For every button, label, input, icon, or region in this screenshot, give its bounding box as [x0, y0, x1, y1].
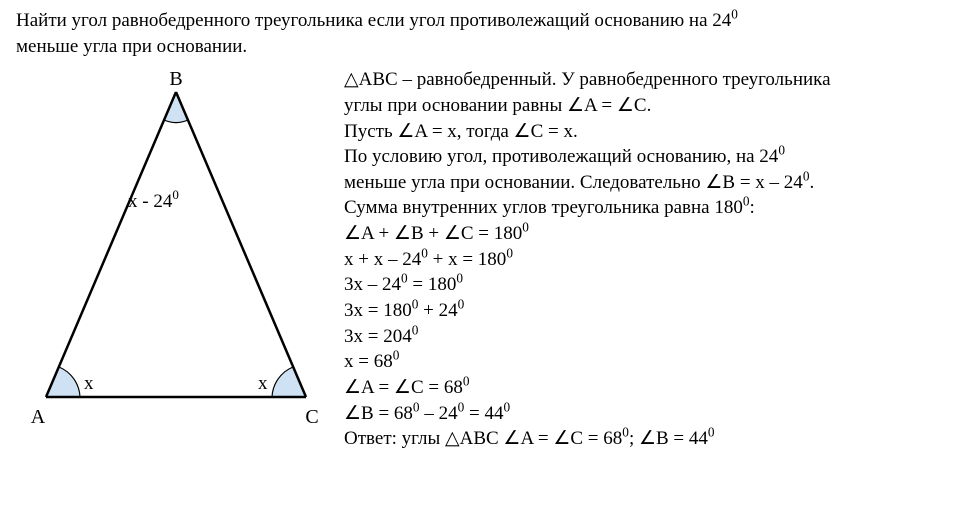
- sol-line-13: ∠A = ∠C = 680: [344, 375, 955, 401]
- sol-line-8: x + x – 240 + x = 1800: [344, 247, 955, 273]
- sol-line-14: ∠B = 680 – 240 = 440: [344, 401, 955, 427]
- degree-sup: 0: [731, 7, 738, 22]
- sol-line-2: углы при основании равны ∠A = ∠C.: [344, 93, 955, 119]
- label-a: A: [31, 406, 46, 428]
- sol-line-11: 3x = 2040: [344, 324, 955, 350]
- sol-line-9: 3x – 240 = 1800: [344, 272, 955, 298]
- label-b: B: [169, 68, 182, 90]
- sol-line-5: меньше угла при основании. Следовательно…: [344, 170, 955, 196]
- label-angle-left: x: [84, 373, 94, 394]
- sol-line-10: 3x = 1800 + 240: [344, 298, 955, 324]
- problem-line2: меньше угла при основании.: [16, 36, 247, 57]
- sol-line-7: ∠A + ∠B + ∠C = 1800: [344, 221, 955, 247]
- label-angle-right: x: [258, 373, 268, 394]
- side-bc: [176, 92, 306, 397]
- angle-top-fill: [164, 92, 188, 123]
- problem-statement: Найти угол равнобедренного треугольника …: [16, 8, 955, 59]
- problem-line1: Найти угол равнобедренного треугольника …: [16, 10, 731, 31]
- triangle-svg: B A C x - 240 x x: [16, 67, 336, 447]
- label-c: C: [305, 406, 318, 428]
- sol-line-6: Сумма внутренних углов треугольника равн…: [344, 195, 955, 221]
- sol-line-3: Пусть ∠A = x, тогда ∠C = x.: [344, 119, 955, 145]
- sol-line-12: x = 680: [344, 349, 955, 375]
- sol-line-4: По условию угол, противолежащий основани…: [344, 144, 955, 170]
- sol-line-1: △ABC – равнобедренный. У равнобедренного…: [344, 67, 955, 93]
- side-ab: [46, 92, 176, 397]
- triangle-symbol: △: [344, 69, 359, 90]
- label-side: x - 240: [128, 187, 179, 212]
- triangle-diagram: B A C x - 240 x x: [16, 67, 336, 455]
- content-row: B A C x - 240 x x △ABC – равнобедренный.…: [16, 67, 955, 455]
- solution-block: △ABC – равнобедренный. У равнобедренного…: [336, 67, 955, 452]
- sol-line-15: Ответ: углы △ABC ∠A = ∠C = 680; ∠B = 440: [344, 426, 955, 452]
